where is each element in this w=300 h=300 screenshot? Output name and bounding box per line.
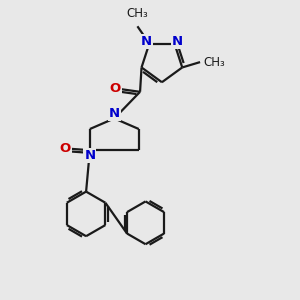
Text: O: O: [59, 142, 70, 155]
Text: N: N: [109, 106, 120, 120]
Text: CH₃: CH₃: [204, 56, 225, 69]
Text: N: N: [84, 149, 95, 162]
Text: N: N: [172, 34, 183, 48]
Text: CH₃: CH₃: [127, 7, 148, 20]
Text: N: N: [141, 34, 152, 48]
Text: O: O: [110, 82, 121, 95]
